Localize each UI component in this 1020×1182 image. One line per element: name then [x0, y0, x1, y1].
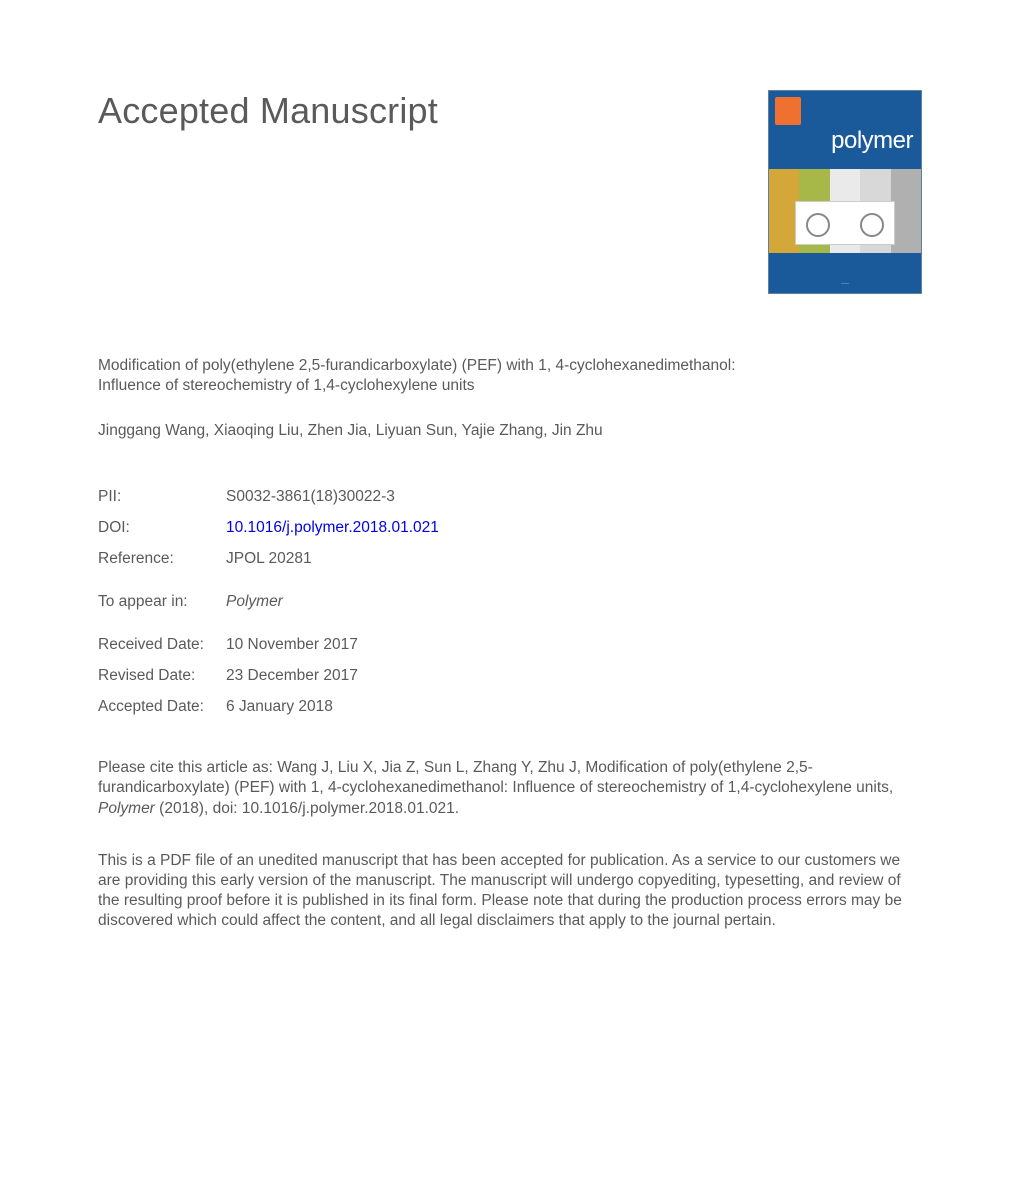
meta-row-pii: PII: S0032-3861(18)30022-3	[98, 488, 922, 506]
article-title: Modification of poly(ethylene 2,5-furand…	[98, 356, 738, 396]
metadata-table: PII: S0032-3861(18)30022-3 DOI: 10.1016/…	[98, 488, 922, 716]
meta-label: Received Date:	[98, 636, 226, 654]
meta-label: PII:	[98, 488, 226, 506]
meta-label: Revised Date:	[98, 667, 226, 685]
meta-row-revised: Revised Date: 23 December 2017	[98, 667, 922, 685]
author-list: Jinggang Wang, Xiaoqing Liu, Zhen Jia, L…	[98, 422, 922, 440]
meta-value: JPOL 20281	[226, 550, 312, 568]
header-row: Accepted Manuscript polymer ——	[98, 90, 922, 294]
journal-cover-title: polymer	[831, 127, 913, 155]
meta-value: 6 January 2018	[226, 698, 333, 716]
meta-row-doi: DOI: 10.1016/j.polymer.2018.01.021	[98, 519, 922, 537]
publisher-logo-icon	[775, 97, 801, 125]
meta-label: To appear in:	[98, 593, 226, 611]
cover-inset-panel	[795, 201, 895, 245]
page-heading: Accepted Manuscript	[98, 90, 438, 132]
meta-row-appear: To appear in: Polymer	[98, 593, 922, 611]
citation-journal: Polymer	[98, 800, 155, 817]
cover-footer-text: ——	[769, 280, 921, 285]
disclaimer-text: This is a PDF file of an unedited manusc…	[98, 851, 922, 932]
meta-row-received: Received Date: 10 November 2017	[98, 636, 922, 654]
journal-cover-thumbnail: polymer ——	[768, 90, 922, 294]
meta-label: Accepted Date:	[98, 698, 226, 716]
citation-prefix: Please cite this article as: Wang J, Liu…	[98, 759, 893, 796]
meta-value: S0032-3861(18)30022-3	[226, 488, 395, 506]
doi-link[interactable]: 10.1016/j.polymer.2018.01.021	[226, 519, 439, 537]
meta-value: 23 December 2017	[226, 667, 358, 685]
citation-text: Please cite this article as: Wang J, Liu…	[98, 758, 922, 818]
meta-label: Reference:	[98, 550, 226, 568]
meta-value: 10 November 2017	[226, 636, 358, 654]
citation-suffix: (2018), doi: 10.1016/j.polymer.2018.01.0…	[155, 800, 459, 817]
meta-row-reference: Reference: JPOL 20281	[98, 550, 922, 568]
meta-row-accepted: Accepted Date: 6 January 2018	[98, 698, 922, 716]
meta-value-journal: Polymer	[226, 593, 283, 611]
meta-label: DOI:	[98, 519, 226, 537]
